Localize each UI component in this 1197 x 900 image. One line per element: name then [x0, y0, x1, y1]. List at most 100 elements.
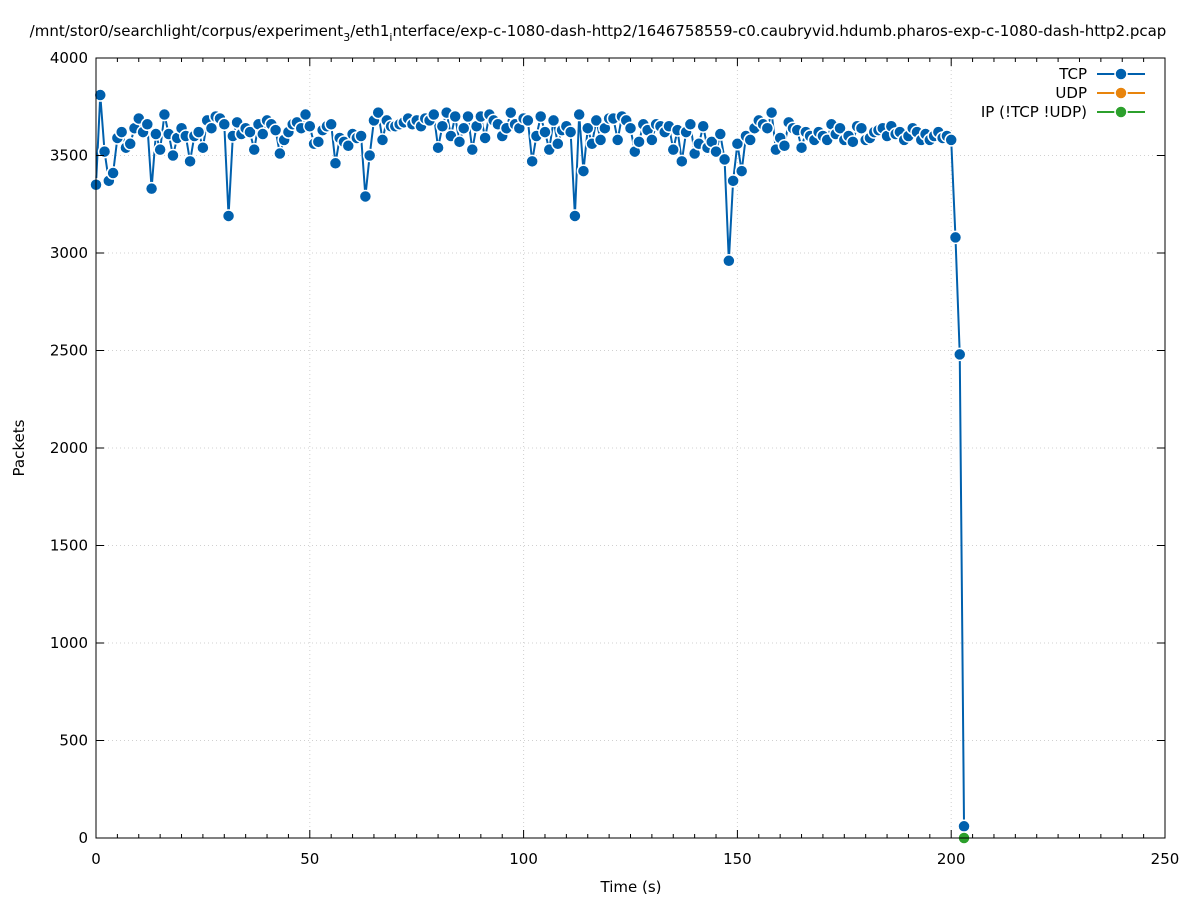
data-point-0 [106, 166, 120, 180]
y-tick-label: 500 [59, 732, 88, 750]
data-point-0 [833, 121, 847, 135]
data-point-0 [375, 133, 390, 147]
data-point-0 [114, 125, 129, 139]
data-point-0 [452, 135, 467, 149]
data-point-0 [760, 121, 775, 135]
x-tick-label: 0 [91, 850, 101, 868]
data-point-0 [166, 148, 180, 163]
data-point-0 [533, 109, 548, 124]
data-point-0 [149, 127, 163, 141]
data-point-0 [696, 119, 710, 133]
data-point-0 [730, 137, 745, 151]
y-tick-label: 2000 [50, 439, 88, 457]
data-point-0 [247, 142, 261, 157]
data-point-0 [461, 109, 475, 124]
data-point-0 [734, 164, 749, 178]
chart-title-subscript-2: i [389, 31, 392, 44]
data-point-0 [311, 135, 326, 149]
legend-label: TCP [1058, 65, 1087, 83]
data-point-0 [743, 133, 757, 147]
y-tick-label: 1500 [50, 537, 88, 555]
data-point-0 [794, 140, 809, 155]
data-point-0 [777, 139, 792, 153]
data-point-0 [358, 189, 373, 204]
data-point-0 [563, 125, 578, 139]
y-tick-label: 0 [78, 829, 88, 847]
data-point-0 [589, 113, 604, 128]
data-point-0 [538, 125, 552, 139]
data-point-0 [722, 254, 736, 268]
data-point-0 [93, 88, 108, 102]
data-point-0 [846, 135, 860, 149]
plot-area [89, 88, 971, 845]
data-point-0 [953, 347, 967, 362]
chart-title: /mnt/stor0/searchlight/corpus/experiment… [30, 22, 1167, 44]
data-point-0 [854, 121, 869, 135]
data-point-0 [157, 107, 172, 122]
data-point-0 [243, 125, 257, 139]
y-tick-label: 3500 [50, 147, 88, 165]
data-point-0 [944, 133, 958, 147]
data-point-0 [551, 137, 565, 151]
data-point-0 [610, 133, 625, 147]
data-point-0 [948, 230, 963, 245]
data-point-0 [341, 139, 356, 153]
legend-marker [1114, 67, 1128, 81]
legend-label: UDP [1055, 84, 1087, 102]
data-point-0 [256, 127, 270, 141]
data-point-0 [221, 209, 236, 223]
data-point-0 [645, 133, 659, 147]
data-point-0 [546, 113, 561, 128]
data-point-0 [623, 121, 638, 135]
y-tick-label: 2500 [50, 342, 88, 360]
data-point-0 [675, 154, 689, 169]
data-point-0 [328, 156, 343, 171]
chart-title-part-a: /mnt/stor0/searchlight/corpus/experiment [30, 22, 344, 40]
data-point-0 [568, 209, 582, 223]
data-point-0 [713, 127, 728, 141]
legend-label: IP (!TCP !UDP) [981, 103, 1087, 121]
data-point-0 [465, 142, 480, 157]
chart-title-part-b: /eth1 [350, 22, 389, 40]
data-point-0 [957, 819, 971, 834]
data-point-0 [576, 164, 591, 178]
series-line-0 [95, 94, 966, 827]
data-point-0 [683, 117, 698, 132]
data-point-0 [217, 117, 232, 132]
data-point-0 [593, 133, 608, 147]
data-point-0 [525, 154, 539, 169]
x-tick-label: 50 [300, 850, 319, 868]
y-axis-label: Packets [10, 419, 28, 476]
y-tick-label: 4000 [50, 49, 88, 67]
data-point-0 [324, 117, 338, 132]
data-point-0 [456, 121, 471, 135]
data-point-0 [303, 119, 317, 133]
x-tick-label: 200 [937, 850, 966, 868]
data-point-0 [431, 140, 445, 155]
y-tick-label: 3000 [50, 244, 88, 262]
grid [96, 58, 1165, 838]
data-point-0 [478, 131, 492, 145]
data-point-0 [144, 181, 159, 196]
y-tick-label: 1000 [50, 634, 88, 652]
data-point-0 [666, 142, 681, 157]
data-point-0 [183, 154, 197, 169]
data-point-0 [504, 105, 518, 120]
data-point-0 [572, 107, 586, 122]
data-point-0 [521, 113, 535, 128]
data-point-0 [726, 174, 740, 188]
data-point-0 [140, 117, 155, 132]
data-point-0 [153, 142, 167, 157]
data-point-0 [371, 105, 385, 120]
legend-marker [1114, 86, 1128, 100]
x-axis-label: Time (s) [600, 878, 662, 896]
data-point-0 [268, 123, 283, 137]
data-point-0 [123, 137, 137, 151]
data-point-0 [298, 107, 313, 122]
data-point-0 [354, 129, 368, 143]
data-point-0 [709, 144, 723, 159]
data-point-0 [448, 109, 462, 124]
data-point-0 [191, 125, 206, 139]
axis-ticks: 0 500 1000 1500 2000 2500 3000 3500 4000 0 50 100 15… [50, 49, 1180, 868]
